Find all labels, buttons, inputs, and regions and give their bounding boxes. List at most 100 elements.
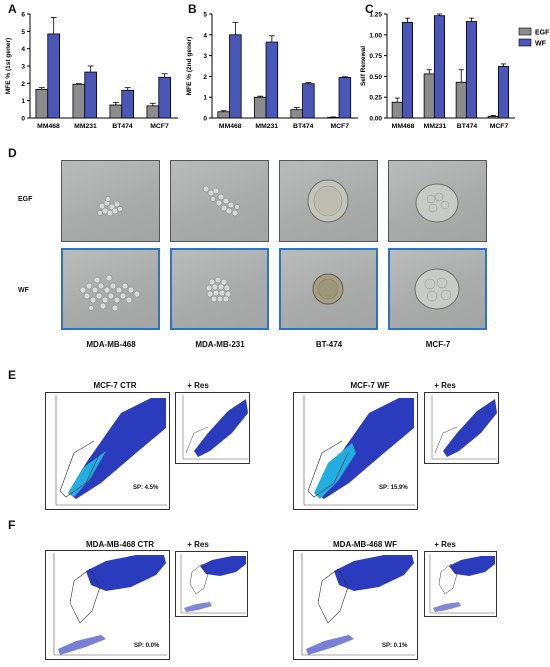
cell-line-label: MCF-7 [425,340,451,349]
cell-line-label: BT-474 [315,340,343,349]
flow-plot-mcf7-ctr: SP: 4.5% [45,392,170,510]
y-tick-label: 0.00 [369,116,382,123]
y-tick-label: 5 [203,12,207,19]
bar [401,21,414,119]
bar [465,21,478,119]
bar [229,34,242,119]
flow-scatter [180,554,246,614]
sp-percentage: SP: 4.5% [133,485,159,491]
x-tick-label: BT474 [457,123,478,130]
flow-res-label: + Res [187,381,209,390]
micrograph-egf-mda-mb-468 [61,160,160,242]
y-tick-label: 2 [21,81,25,88]
bar [326,116,340,119]
y-tick-label: 4 [203,32,207,39]
cell-line-label: MDA-MB-231 [195,340,245,349]
x-tick-label: MCF7 [150,123,169,130]
micrograph-egf-bt-474 [279,160,378,242]
x-tick-label: BT474 [112,123,133,130]
flow-title: MDA-MB-468 CTR [86,540,154,549]
y-tick-label: 1 [203,95,207,102]
y-tick-label: 3 [21,64,25,71]
sphere-image [415,183,459,223]
bar [455,81,467,119]
y-tick-label: 4 [21,46,25,53]
flow-plot-mcf7-wf-res [424,392,499,464]
y-tick-label: 0 [21,116,25,123]
flow-res-label: + Res [434,540,456,549]
flow-scatter [301,553,415,656]
cell-cluster-image [205,276,232,303]
micrograph-wf-mda-mb-231 [170,248,269,330]
row-label-wf: WF [18,287,29,294]
chart-c: 0.00 0.25 0.50 0.75 1.00 1.25 Self Renewal MM46… [360,12,550,131]
bar [391,101,403,119]
micrograph-wf-mcf-7 [388,248,487,330]
cell-cluster-image [202,185,240,217]
flow-plot-mda468-wf-res [424,551,497,617]
x-tick-label: MM468 [392,123,415,130]
bar [265,41,279,119]
bar [487,115,499,119]
x-tick-label: MM231 [424,123,447,130]
y-tick-label: 0.50 [369,74,382,81]
bar [217,111,230,119]
flow-plot-mda468-wf: SP: 0.1% [293,550,418,660]
micrograph-wf-mda-mb-468 [61,248,160,330]
micrograph-wf-bt-474 [279,248,378,330]
bar [302,83,315,119]
y-tick-label: 0.25 [369,95,382,102]
bar [35,89,49,119]
cell-cluster-image [97,196,123,217]
flow-scatter [429,554,495,614]
bar [121,89,135,119]
micrograph-egf-mcf-7 [388,160,487,242]
flow-title: MCF-7 CTR [93,381,137,390]
legend-swatch [518,38,532,47]
y-axis-label: MFE % (1st gener) [5,38,12,94]
flow-scatter [55,395,167,506]
bar [290,109,303,119]
cell-cluster-image [79,274,141,312]
panel-label-e: E [8,368,17,382]
bar [497,66,510,119]
flow-res-label: + Res [187,540,209,549]
flow-res-label: + Res [434,381,456,390]
cell-line-label: MDA-MB-468 [86,340,136,349]
panel-label-a: A [8,2,17,16]
sphere-image [312,273,344,305]
sp-percentage: SP: 15.9% [379,485,408,491]
y-tick-label: 2 [203,74,207,81]
y-axis-label: Self Renewal [360,46,367,86]
chart-b: 0 1 2 3 4 5 MFE % (2nd gener) MM468 MM231 BT474 MC… [186,12,358,130]
sp-percentage: SP: 0.1% [382,643,408,649]
panel-label-f: F [8,518,16,532]
legend-label: WF [535,41,547,48]
y-tick-label: 6 [21,12,25,19]
flow-scatter [53,553,167,656]
sphere-image [307,179,349,223]
bar [47,33,60,119]
bar [253,96,267,119]
flow-scatter [431,395,497,460]
x-tick-label: MCF7 [330,123,349,130]
flow-title: MCF-7 WF [350,381,390,390]
x-tick-label: BT474 [293,123,314,130]
x-tick-label: MCF7 [490,123,509,130]
bar [158,76,171,119]
flow-plot-mda468-ctr-res [175,551,248,617]
bar [84,71,98,119]
flow-scatter [303,395,415,506]
flow-title: MDA-MB-468 WF [333,540,397,549]
flow-scatter [182,395,248,460]
panel-label-c: C [365,2,374,16]
legend-swatch [518,27,532,36]
bar [72,83,86,119]
x-tick-label: MM231 [255,123,278,130]
legend-label: EGF [535,30,550,37]
y-tick-label: 0.75 [369,53,382,60]
flow-plot-mcf7-wf: SP: 15.9% [293,392,418,510]
bar [146,105,160,119]
bar [433,15,446,119]
bar [338,77,352,119]
